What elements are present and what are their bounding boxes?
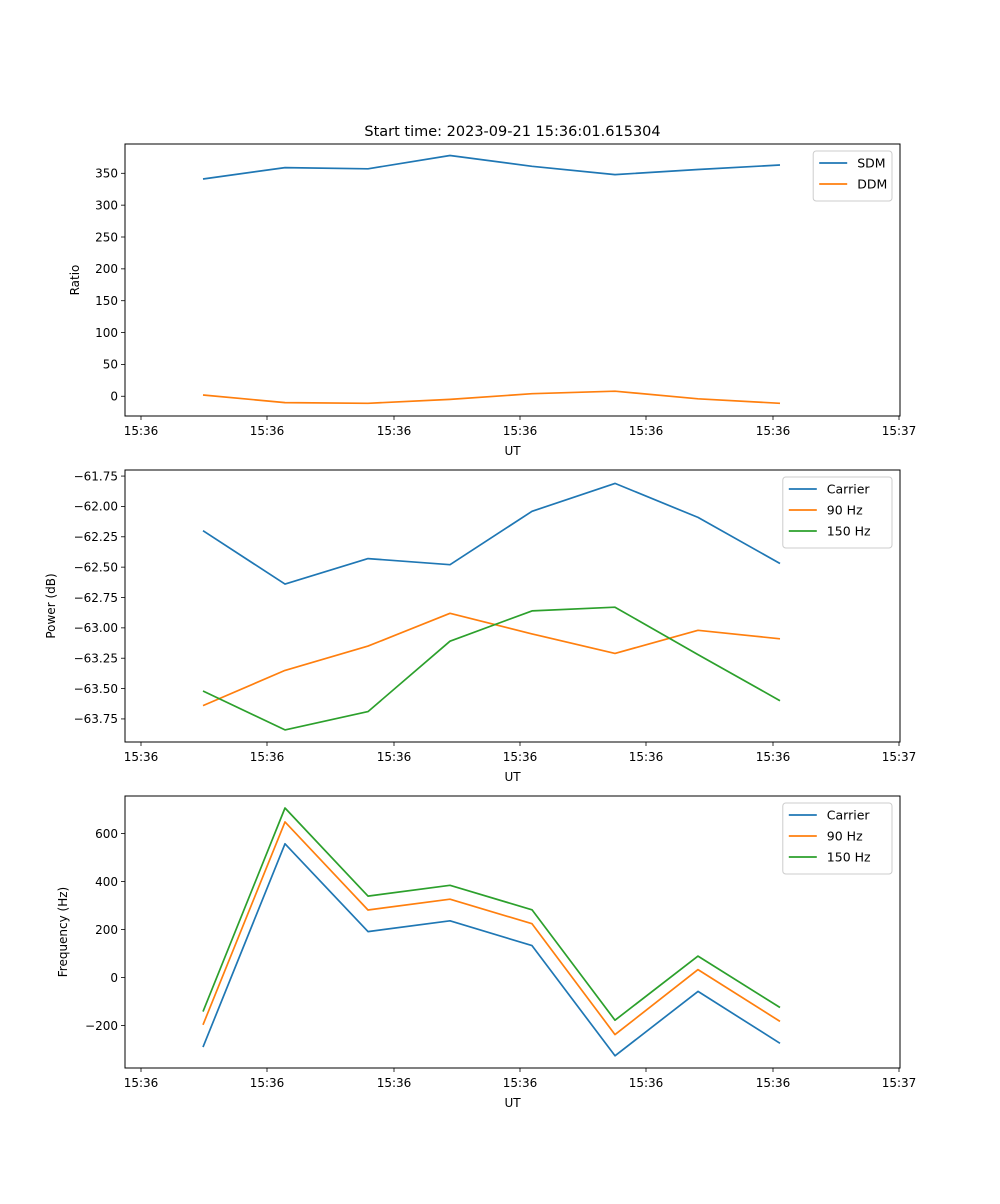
- plot-frame: [124, 143, 901, 417]
- y-tick-label: 0: [110, 971, 118, 985]
- x-axis-label: UT: [504, 444, 521, 458]
- x-tick-label: 15:36: [124, 424, 159, 438]
- x-tick-label: 15:37: [882, 750, 917, 764]
- y-axis-label: Power (dB): [44, 573, 58, 638]
- y-tick-label: 150: [95, 294, 118, 308]
- x-tick-label: 15:36: [503, 1076, 538, 1090]
- y-tick-label: −63.50: [74, 682, 118, 696]
- x-tick-label: 15:36: [250, 1076, 285, 1090]
- y-tick-label: 600: [95, 827, 118, 841]
- x-tick-label: 15:36: [503, 750, 538, 764]
- legend: SDM DDM: [812, 150, 893, 202]
- x-tick-label: 15:36: [503, 424, 538, 438]
- y-tick-label: 200: [95, 923, 118, 937]
- legend-label: SDM: [857, 156, 885, 171]
- y-tick-label: 400: [95, 875, 118, 889]
- x-tick-label: 15:36: [377, 750, 412, 764]
- y-axis-label: Frequency (Hz): [56, 887, 70, 978]
- legend: Carrier 90 Hz 150 Hz: [782, 476, 893, 549]
- y-tick-label: 100: [95, 326, 118, 340]
- x-tick-label: 15:37: [882, 1076, 917, 1090]
- x-tick-label: 15:36: [250, 750, 285, 764]
- y-axis-label: Ratio: [68, 265, 82, 296]
- y-tick-label: −62.75: [74, 591, 118, 605]
- series-line-150-hz: [202, 606, 781, 731]
- y-tick-label: −200: [85, 1019, 118, 1033]
- legend-label: 90 Hz: [827, 503, 863, 518]
- x-tick-label: 15:36: [629, 750, 664, 764]
- y-tick-label: 250: [95, 230, 118, 244]
- panel-3: 15:36 15:36 15:36 15:36 15:36 15:36 15:37 UT −20…: [56, 795, 917, 1110]
- y-tick-label: −62.50: [74, 560, 118, 574]
- x-tick-label: 15:36: [629, 1076, 664, 1090]
- legend-label: Carrier: [827, 808, 871, 823]
- plot-frame: [124, 795, 901, 1069]
- legend-label: 150 Hz: [827, 850, 871, 865]
- x-tick-label: 15:37: [882, 424, 917, 438]
- y-tick-label: −62.00: [74, 500, 118, 514]
- series-line-150-hz: [202, 807, 781, 1022]
- series-line-90-hz: [202, 821, 781, 1036]
- panel-2: 15:36 15:36 15:36 15:36 15:36 15:36 15:37 UT −63…: [44, 469, 916, 784]
- y-tick-label: −62.25: [74, 530, 118, 544]
- x-tick-label: 15:36: [250, 424, 285, 438]
- chart-title: Start time: 2023-09-21 15:36:01.615304: [364, 124, 660, 140]
- series-line-carrier: [202, 482, 781, 585]
- y-tick-label: −63.75: [74, 712, 118, 726]
- legend-label: DDM: [857, 177, 887, 192]
- y-tick-label: 350: [95, 167, 118, 181]
- y-tick-label: 300: [95, 198, 118, 212]
- x-tick-label: 15:36: [756, 424, 791, 438]
- x-tick-label: 15:36: [124, 1076, 159, 1090]
- x-tick-label: 15:36: [756, 1076, 791, 1090]
- y-tick-label: 0: [110, 390, 118, 404]
- x-tick-label: 15:36: [377, 424, 412, 438]
- plot-frame: [124, 469, 901, 743]
- legend-label: Carrier: [827, 482, 871, 497]
- y-tick-label: 50: [103, 358, 118, 372]
- x-tick-label: 15:36: [377, 1076, 412, 1090]
- series-line-carrier: [202, 842, 781, 1057]
- x-tick-label: 15:36: [756, 750, 791, 764]
- y-tick-label: −63.25: [74, 652, 118, 666]
- x-axis-label: UT: [504, 1096, 521, 1110]
- x-axis-label: UT: [504, 770, 521, 784]
- y-tick-label: −61.75: [74, 469, 118, 483]
- y-tick-label: 200: [95, 262, 118, 276]
- series-line-ddm: [202, 390, 781, 405]
- y-tick-label: −63.00: [74, 621, 118, 635]
- legend-label: 150 Hz: [827, 524, 871, 539]
- x-tick-label: 15:36: [629, 424, 664, 438]
- x-tick-label: 15:36: [124, 750, 159, 764]
- series-line-sdm: [202, 154, 781, 180]
- panel-1: Start time: 2023-09-21 15:36:01.615304 15…: [68, 124, 916, 458]
- legend: Carrier 90 Hz 150 Hz: [782, 802, 893, 875]
- series-line-90-hz: [202, 612, 781, 707]
- legend-label: 90 Hz: [827, 829, 863, 844]
